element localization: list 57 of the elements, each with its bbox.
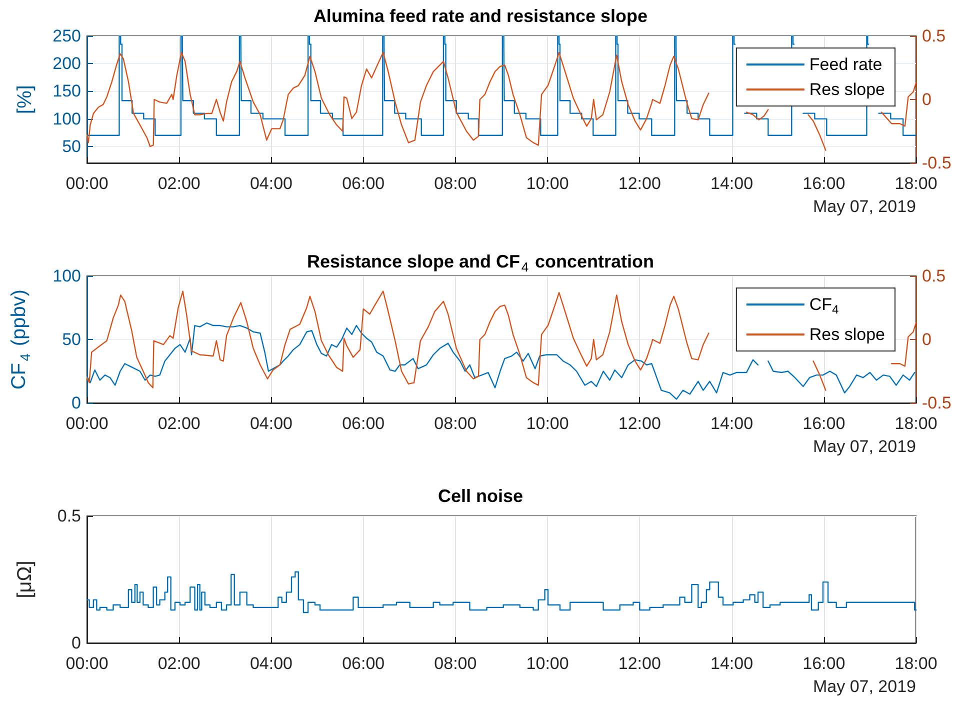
x-tick-label: 02:00 — [158, 414, 200, 433]
x-tick-label: 14:00 — [710, 654, 754, 673]
x-tick-label: 18:00 — [894, 654, 938, 673]
y-axis-title: [%] — [14, 85, 36, 114]
x-tick-label: 10:00 — [526, 654, 569, 673]
y-tick-label: 0 — [72, 634, 81, 652]
x-tick-label: 04:00 — [250, 414, 292, 433]
x-tick-label: 06:00 — [342, 414, 385, 433]
legend-label: Res slope — [809, 80, 886, 99]
x-tick-label: 00:00 — [66, 654, 108, 673]
x-tick-label: 12:00 — [618, 654, 661, 673]
y2-tick-label: 0 — [922, 330, 932, 349]
chart-title: Cell noise — [438, 486, 524, 506]
chart-title: Alumina feed rate and resistance slope — [313, 6, 648, 26]
y2-tick-label: -0.5 — [922, 394, 952, 412]
y-tick-label: 100 — [52, 266, 81, 286]
y2-tick-label: 0.5 — [922, 26, 946, 46]
y2-tick-label: -0.5 — [922, 154, 952, 172]
x-tick-label: 00:00 — [66, 174, 108, 193]
x-tick-label: 18:00 — [894, 414, 938, 433]
text: May 07, 2019 — [812, 677, 916, 696]
y-tick-label: 150 — [52, 82, 81, 101]
text: May 07, 2019 — [812, 437, 916, 456]
y-tick-label: 0.5 — [57, 506, 81, 526]
x-tick-label: 18:00 — [894, 174, 938, 193]
x-tick-label: 14:00 — [710, 414, 754, 433]
x-tick-label: 10:00 — [526, 174, 569, 193]
x-tick-label: 08:00 — [434, 654, 477, 673]
y2-tick-label: 0.5 — [922, 266, 946, 286]
x-tick-label: 04:00 — [250, 654, 292, 673]
y-tick-label: 100 — [52, 109, 81, 128]
x-tick-label: 12:00 — [618, 414, 661, 433]
y-tick-label: 0 — [72, 394, 81, 412]
y-tick-label: 50 — [62, 330, 81, 349]
y-tick-label: 200 — [52, 54, 81, 74]
x-tick-label: 02:00 — [158, 654, 200, 673]
x-tick-label: 14:00 — [710, 174, 754, 193]
legend-label: Res slope — [809, 325, 886, 344]
y2-tick-label: 0 — [922, 90, 932, 109]
y-tick-label: 250 — [52, 26, 81, 46]
x-tick-label: 00:00 — [66, 414, 108, 433]
y-axis-title: CF4 (ppbv) — [8, 289, 33, 390]
x-tick-label: 06:00 — [342, 174, 385, 193]
x-tick-label: 08:00 — [434, 174, 477, 193]
x-tick-label: 16:00 — [802, 414, 846, 433]
x-tick-label: 02:00 — [158, 174, 200, 193]
x-tick-label: 16:00 — [802, 654, 846, 673]
x-tick-label: 10:00 — [526, 414, 569, 433]
x-tick-label: 04:00 — [250, 174, 292, 193]
legend-label: Feed rate — [809, 55, 882, 74]
x-tick-label: 08:00 — [434, 414, 477, 433]
x-tick-label: 06:00 — [342, 654, 385, 673]
text: May 07, 2019 — [812, 197, 916, 216]
y-tick-label: 50 — [62, 136, 81, 156]
y-axis-title: [μΩ] — [14, 560, 36, 598]
x-tick-label: 16:00 — [802, 174, 846, 193]
x-tick-label: 12:00 — [618, 174, 661, 193]
